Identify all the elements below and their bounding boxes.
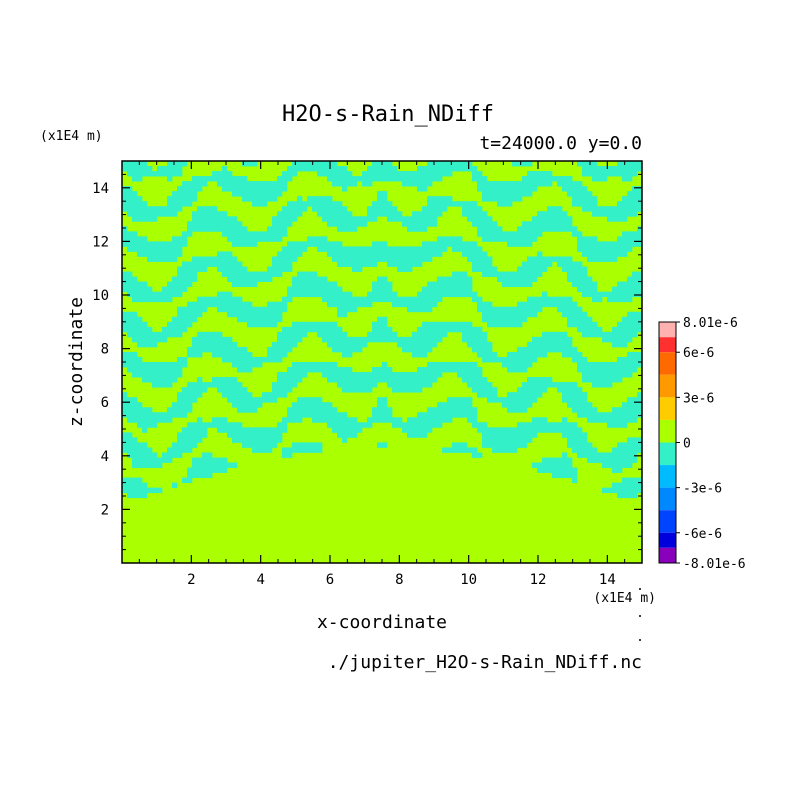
colorbar-band <box>659 397 676 420</box>
y-tick-label: 14 <box>92 181 109 197</box>
heatmap-field <box>122 161 642 563</box>
colorbar: 8.01e-6 6e-6 3e-6 0 -3e-6 -6e-6 -8.01e-6 <box>658 316 746 572</box>
x-tick-label: 14 <box>599 572 616 588</box>
x-tick-label: 10 <box>460 572 477 588</box>
colorbar-band <box>659 442 676 466</box>
x-tick-label: 4 <box>256 572 264 588</box>
source-file-label: ./jupiter_H2O-s-Rain_NDiff.nc <box>328 652 642 673</box>
y-axis-ticks: 2 4 6 8 10 12 14 <box>92 160 642 551</box>
colorbar-band <box>659 510 676 533</box>
colorbar-band <box>659 532 676 548</box>
colorbar-band <box>659 487 676 511</box>
colorbar-label: -3e-6 <box>683 482 722 497</box>
x-tick-label: 8 <box>395 572 403 588</box>
x-tick-label: 6 <box>326 572 334 588</box>
x-axis-ticks: 2 4 6 8 10 12 14 <box>138 161 643 588</box>
y-tick-label: 10 <box>92 288 109 304</box>
x-axis-unit: (x1E4 m) <box>593 591 656 606</box>
y-axis-label: z-coordinate <box>66 297 87 427</box>
colorbar-band <box>659 419 676 443</box>
colorbar-band <box>659 465 676 488</box>
colorbar-label: -8.01e-6 <box>683 557 746 572</box>
x-tick-label: 12 <box>530 572 547 588</box>
y-tick-label: 12 <box>92 234 109 250</box>
colorbar-band <box>659 352 676 375</box>
chart-title: H2O-s-Rain_NDiff <box>282 102 494 127</box>
colorbar-label: 8.01e-6 <box>683 316 738 331</box>
colorbar-band <box>659 337 676 353</box>
x-axis-label: x-coordinate <box>317 612 447 633</box>
y-tick-label: 4 <box>101 449 109 465</box>
colorbar-label: 3e-6 <box>683 391 714 406</box>
colorbar-label: -6e-6 <box>683 527 722 542</box>
colorbar-label: 6e-6 <box>683 346 714 361</box>
chart-subtitle: t=24000.0 y=0.0 <box>479 133 642 154</box>
colorbar-band <box>659 547 676 563</box>
colorbar-band <box>659 322 676 338</box>
y-tick-label: 8 <box>101 342 109 358</box>
colorbar-band <box>659 374 676 398</box>
y-tick-label: 2 <box>101 502 109 518</box>
x-tick-label: 2 <box>187 572 195 588</box>
colorbar-label: 0 <box>683 437 691 452</box>
decorative-markers <box>639 588 641 641</box>
y-tick-label: 6 <box>101 395 109 411</box>
y-axis-unit: (x1E4 m) <box>40 129 103 144</box>
